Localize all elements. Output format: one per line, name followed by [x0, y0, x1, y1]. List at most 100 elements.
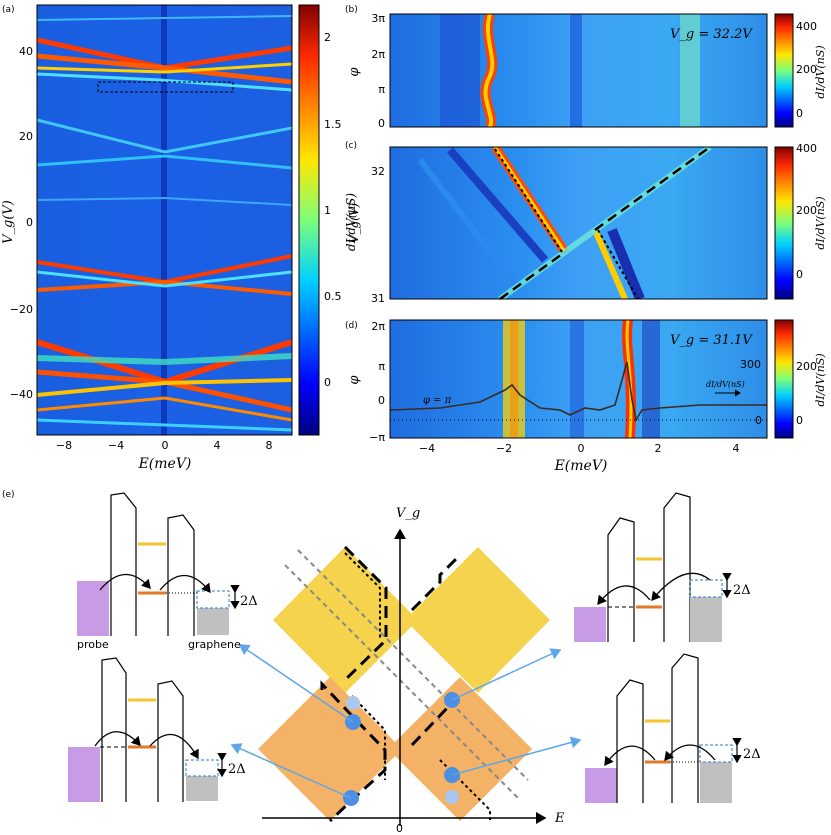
axis-e-label: E — [554, 811, 565, 826]
energy-diagram-top-right: 2Δ — [574, 492, 751, 642]
panel-b-annotation: V_g = 32.2V — [670, 27, 753, 42]
probe-block — [77, 581, 109, 636]
panel-b: (b) V_g = 32.2V 3π 2π π 0 φ 400 200 0 dI… — [345, 5, 827, 130]
svg-text:400: 400 — [796, 142, 817, 155]
svg-text:0: 0 — [796, 268, 803, 281]
panel-a-colorbar — [298, 4, 320, 436]
energy-diagram-bottom-left: 2Δ — [68, 657, 246, 802]
panel-c-colorbar-ticks: 400 200 0 — [796, 142, 817, 281]
svg-text:−40: −40 — [10, 388, 33, 401]
probe-block — [574, 607, 606, 642]
panel-d-linecut — [389, 361, 767, 423]
svg-text:−4: −4 — [108, 439, 124, 452]
gap-label: 2Δ — [228, 762, 246, 777]
svg-text:31: 31 — [371, 292, 385, 305]
panel-a-colorbar-ticks: 2 1.5 1 0.5 0 — [324, 31, 342, 389]
svg-text:40: 40 — [19, 45, 33, 58]
graphene-label: graphene — [188, 638, 241, 651]
panel-d-yticks: 2π π 0 −π — [369, 320, 385, 444]
svg-text:0: 0 — [324, 376, 331, 389]
svg-text:−8: −8 — [56, 439, 72, 452]
diamond-orange-right — [388, 677, 532, 821]
panel-b-yticks: 3π 2π π 0 — [371, 12, 385, 130]
panel-a-yticks: 40 20 0 −20 −40 — [10, 45, 33, 401]
probe-block — [585, 768, 617, 803]
panel-c-colorbar-label: dI/dV(nS) — [814, 196, 827, 249]
diamond-yellow-left — [273, 547, 418, 693]
panel-c-map — [390, 147, 767, 299]
panel-d-xlabel: E(meV) — [554, 458, 608, 474]
panel-a-ylabel: V_g(V) — [1, 200, 16, 244]
panel-c: (c) 32 31 V_g(V) 400 200 0 dI/dV(nS) — [345, 141, 827, 305]
diamond-orange-left — [258, 677, 402, 821]
panel-d-xticks: −4 −2 0 2 4 — [419, 442, 740, 455]
svg-text:0: 0 — [378, 117, 385, 130]
svg-text:4: 4 — [214, 439, 221, 452]
svg-text:2: 2 — [655, 442, 662, 455]
panel-d-annotation: V_g = 31.1V — [670, 333, 753, 348]
panel-c-ylabel: V_g(V) — [347, 203, 361, 244]
panel-d-colorbar-ticks: 200 0 — [796, 360, 817, 427]
diamond-yellow-right — [405, 547, 550, 693]
panel-d-label: (d) — [345, 321, 358, 331]
panel-a: (a) — [1, 4, 358, 472]
svg-text:200: 200 — [796, 360, 817, 373]
svg-text:2π: 2π — [371, 48, 385, 61]
panel-b-colorbar — [774, 13, 794, 128]
svg-text:−4: −4 — [419, 442, 435, 455]
svg-text:1.5: 1.5 — [324, 118, 342, 131]
panel-d-ylabel: φ — [347, 375, 362, 385]
panel-b-label: (b) — [345, 5, 358, 15]
svg-text:π: π — [378, 83, 385, 96]
svg-text:400: 400 — [796, 20, 817, 33]
panel-d-colorbar — [774, 319, 794, 439]
svg-text:0: 0 — [796, 107, 803, 120]
probe-label: probe — [77, 638, 109, 651]
svg-text:−π: −π — [369, 431, 385, 444]
svg-text:4: 4 — [733, 442, 740, 455]
panel-d-right-tick-300: 300 — [740, 358, 761, 371]
panel-c-colorbar — [774, 146, 794, 300]
panel-d-right-tick-0: 0 — [755, 414, 762, 427]
panel-a-zoom-box — [97, 81, 234, 93]
probe-block — [68, 747, 100, 802]
svg-text:0: 0 — [26, 216, 33, 229]
graphene-block — [186, 776, 218, 801]
panel-e-label: (e) — [2, 490, 15, 500]
svg-text:π: π — [378, 360, 385, 373]
panel-d: (d) V_g = 31.1V φ = π 300 0 dI/dV(nS) 2π… — [345, 319, 827, 474]
svg-text:200: 200 — [796, 63, 817, 76]
svg-text:0.5: 0.5 — [324, 290, 342, 303]
panel-b-colorbar-label: dI/dV(nS) — [814, 45, 827, 98]
axis-origin: 0 — [396, 822, 403, 835]
svg-text:2: 2 — [324, 31, 331, 44]
panel-d-phi-label: φ = π — [423, 395, 452, 406]
gap-label: 2Δ — [733, 583, 751, 598]
svg-text:0: 0 — [162, 439, 169, 452]
panel-e: (e) V_g E 0 — [2, 490, 761, 835]
svg-text:8: 8 — [266, 439, 273, 452]
panel-a-xticks: −8 −4 0 4 8 — [56, 439, 273, 452]
panel-b-ylabel: φ — [347, 67, 362, 77]
svg-text:−20: −20 — [10, 303, 33, 316]
svg-text:3π: 3π — [371, 12, 385, 25]
energy-diagram-bottom-right: 2Δ — [585, 653, 761, 803]
axis-vg-label: V_g — [396, 506, 420, 521]
panel-d-colorbar-label: dI/dV(nS) — [814, 353, 827, 406]
panel-c-yticks: 32 31 — [371, 165, 385, 305]
svg-text:2π: 2π — [371, 320, 385, 333]
graphene-block — [197, 608, 229, 635]
panel-d-arrow-label: dI/dV(nS) — [706, 380, 745, 389]
dot-faint — [346, 696, 360, 710]
gap-label: 2Δ — [240, 594, 258, 609]
panel-a-colorbar-label: dI/dV(μS) — [344, 193, 358, 252]
svg-text:0: 0 — [378, 394, 385, 407]
gap-label: 2Δ — [743, 747, 761, 762]
svg-text:32: 32 — [371, 165, 385, 178]
panel-a-label: (a) — [2, 5, 15, 15]
panel-b-colorbar-ticks: 400 200 0 — [796, 20, 817, 120]
panel-a-xlabel: E(meV) — [138, 456, 192, 472]
panel-a-features — [37, 5, 292, 435]
svg-text:20: 20 — [19, 130, 33, 143]
